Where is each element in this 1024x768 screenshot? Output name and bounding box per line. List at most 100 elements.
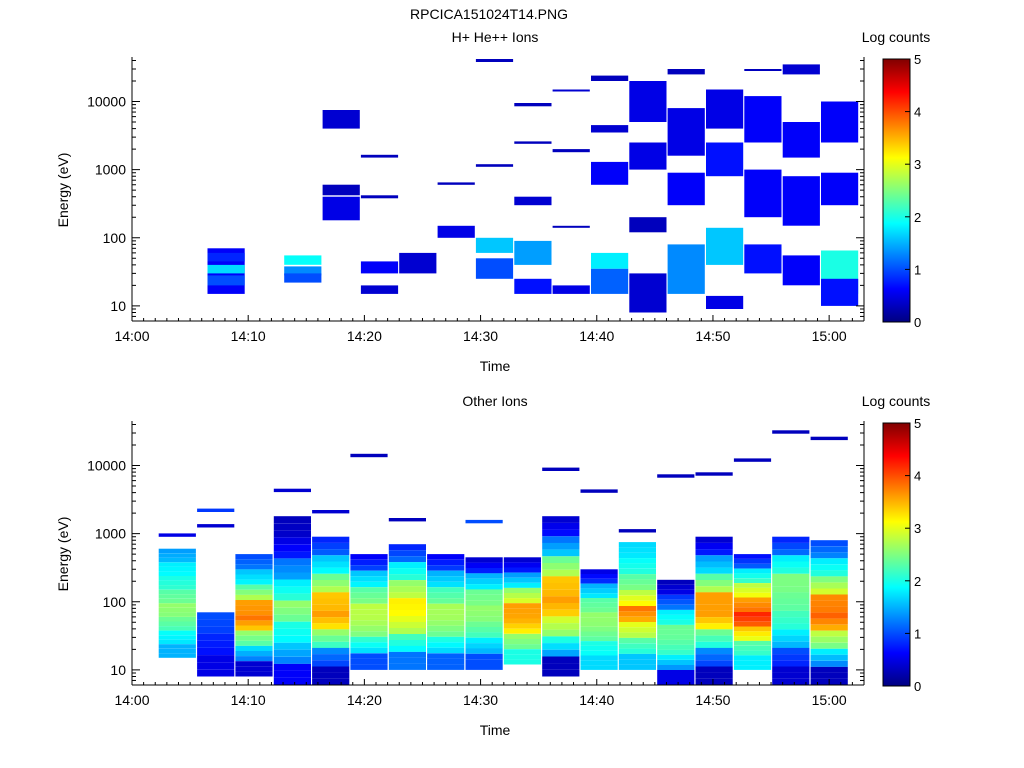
y-tick-label: 1000: [95, 526, 126, 542]
heatmap-cell: [273, 621, 311, 629]
heatmap-cell: [197, 648, 235, 656]
heatmap-cell: [744, 169, 782, 218]
heatmap-cell: [810, 642, 848, 649]
heatmap-cell: [733, 660, 772, 665]
x-tick-label: 15:00: [812, 692, 847, 708]
heatmap-cell: [542, 623, 580, 630]
heatmap-cell: [657, 609, 695, 615]
heatmap-cell: [695, 672, 733, 679]
heatmap-cell: [580, 655, 618, 661]
heatmap-cell: [273, 593, 311, 601]
heatmap-cell: [158, 580, 196, 586]
colorbar-tick-label: 5: [914, 52, 921, 67]
heatmap-cell: [158, 553, 196, 558]
y-axis-label: Energy (eV): [55, 517, 71, 592]
heatmap-cell: [542, 563, 580, 570]
heatmap-cell: [388, 598, 426, 605]
heatmap-cell: [667, 69, 705, 75]
heatmap-cell: [695, 472, 733, 476]
x-tick-label: 14:50: [695, 328, 730, 344]
heatmap-cell: [207, 264, 245, 274]
heatmap-cell: [388, 592, 426, 599]
heatmap-cell: [197, 619, 235, 627]
heatmap-cell: [657, 639, 695, 645]
heatmap-cell: [542, 583, 580, 590]
heatmap-cell: [657, 584, 695, 590]
heatmap-cell: [695, 678, 733, 685]
heatmap-cell: [475, 59, 514, 62]
heatmap-cell: [810, 576, 848, 583]
heatmap-cell: [810, 570, 848, 577]
heatmap-cell: [235, 661, 273, 667]
heatmap-cell: [312, 617, 350, 624]
heatmap-cell: [235, 666, 273, 672]
heatmap-cell: [503, 654, 541, 660]
heatmap-cell: [695, 598, 733, 605]
heatmap-cell: [810, 582, 848, 589]
heatmap-cell: [503, 613, 541, 619]
heatmap-cell: [350, 653, 388, 659]
heatmap-cell: [810, 654, 848, 661]
heatmap-cell: [465, 573, 503, 579]
heatmap-cell: [810, 594, 848, 601]
heatmap-cell: [273, 586, 311, 594]
heatmap-cell: [695, 536, 733, 543]
heatmap-cell: [657, 665, 695, 670]
colorbar-tick-label: 4: [914, 105, 921, 120]
heatmap-cell: [465, 600, 503, 606]
heatmap-cell: [503, 582, 541, 588]
heatmap-cell: [350, 559, 388, 566]
heatmap-cell: [503, 639, 541, 645]
axes: 14:00 14:10 14:20 14:30 14:40 14:50 15:00 10 100…: [87, 421, 865, 708]
heatmap-cell: [733, 578, 772, 584]
heatmap-cell: [733, 568, 772, 574]
heatmap-cell: [312, 610, 350, 618]
heatmap-cell: [197, 524, 235, 528]
heatmap-cell: [772, 567, 810, 574]
heatmap-cell: [782, 122, 820, 158]
heatmap-cell: [514, 141, 552, 144]
colorbar-tick-label: 3: [914, 157, 921, 172]
heatmap-cell: [657, 670, 695, 675]
heatmap-cell: [312, 641, 350, 648]
heatmap-cell: [350, 603, 388, 610]
heatmap-cell: [618, 590, 656, 596]
heatmap-cell: [695, 635, 733, 642]
heatmap-cell: [695, 542, 733, 550]
heatmap-cell: [514, 278, 552, 294]
heatmap-cell: [503, 628, 541, 634]
heatmap-cell: [542, 596, 580, 604]
heatmap-cell: [618, 659, 656, 665]
colorbar-tick-label: 2: [914, 210, 921, 225]
heatmap-cell: [695, 623, 733, 630]
heatmap-cell: [158, 566, 196, 572]
heatmap-cell: [388, 580, 426, 587]
heatmap-cell: [503, 633, 541, 639]
heatmap-cell: [695, 549, 733, 556]
heatmap-cell: [427, 565, 465, 571]
heatmap-cell: [197, 669, 235, 677]
heatmap-cell: [542, 522, 580, 530]
heatmap-cell: [312, 542, 350, 550]
heatmap-cell: [388, 663, 426, 670]
heatmap-cell: [552, 285, 590, 294]
heatmap-cell: [733, 645, 772, 651]
heatmap-cell: [465, 627, 503, 633]
heatmap-cell: [744, 244, 782, 274]
heatmap-cell: [235, 589, 273, 595]
heatmap-cell: [235, 600, 273, 606]
heatmap-cell: [591, 125, 629, 133]
heatmap-cell: [618, 611, 656, 617]
heatmap-cell: [733, 636, 772, 641]
heatmap-cell: [772, 660, 810, 667]
heatmap-cell: [810, 666, 848, 673]
heatmap-cell: [273, 530, 311, 538]
heatmap-cell: [810, 546, 848, 553]
heatmap-cell: [465, 621, 503, 627]
heatmap-cell: [235, 651, 273, 657]
heatmap-cell: [580, 626, 618, 632]
heatmap-cell: [618, 616, 656, 622]
heatmap-cell: [465, 664, 503, 670]
heatmap-cell: [667, 244, 705, 294]
heatmap-cell: [503, 593, 541, 599]
